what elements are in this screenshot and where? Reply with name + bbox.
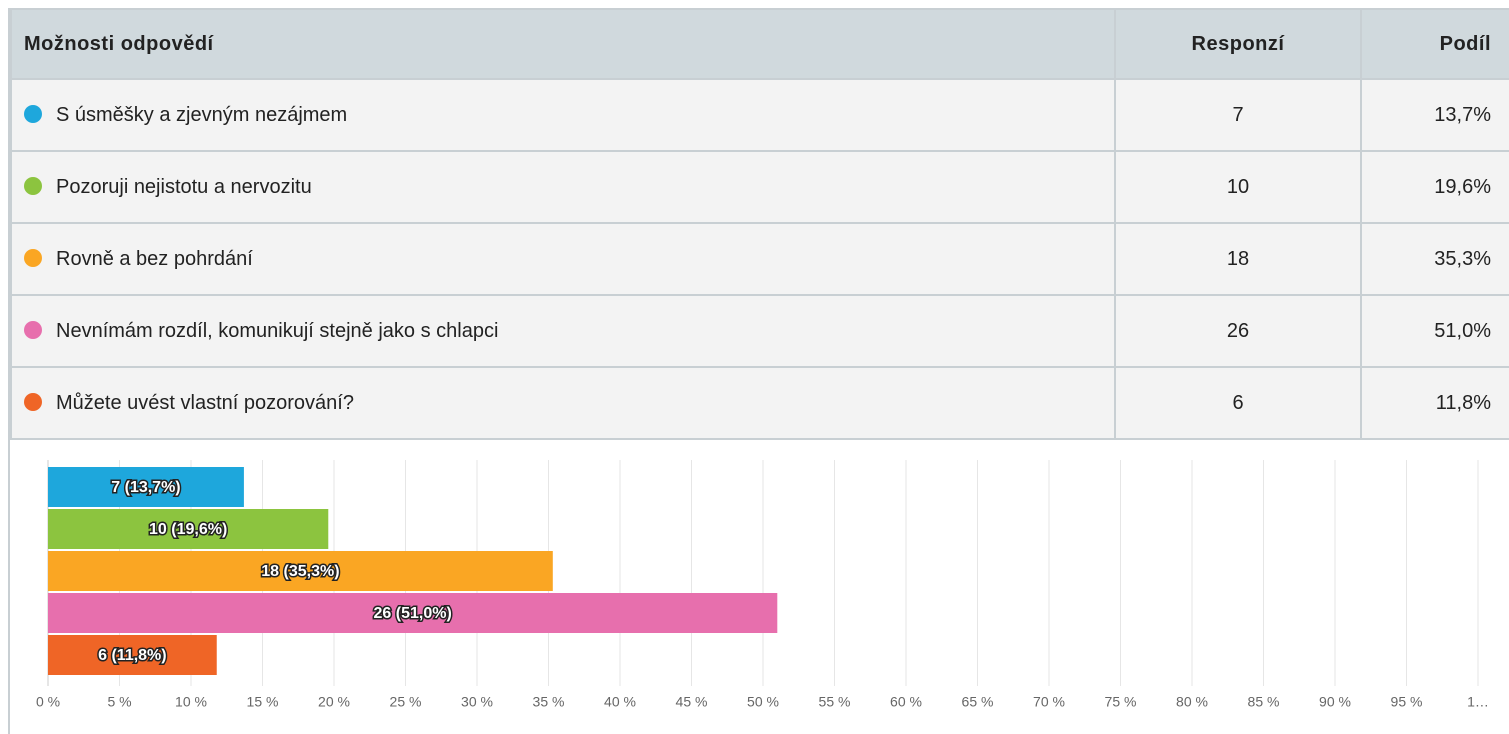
- x-tick-label: 90 %: [1319, 694, 1351, 710]
- table-cell: 35,3%: [1360, 222, 1509, 296]
- table-cell: Pozoruji nejistotu a nervozitu: [10, 150, 1116, 224]
- table-cell: 18: [1114, 222, 1362, 296]
- cell-text: 13,7%: [1434, 103, 1491, 126]
- x-tick-label: 75 %: [1105, 694, 1137, 710]
- x-tick-label: 50 %: [747, 694, 779, 710]
- x-tick-label: 45 %: [676, 694, 708, 710]
- x-tick-label: 55 %: [819, 694, 851, 710]
- table-cell: 19,6%: [1360, 150, 1509, 224]
- table-row: Rovně a bez pohrdání 18 35,3%: [10, 222, 1509, 296]
- cell-text: Nevnímám rozdíl, komunikují stejně jako …: [56, 319, 499, 342]
- cell-text: 51,0%: [1434, 319, 1491, 342]
- table-cell: Rovně a bez pohrdání: [10, 222, 1116, 296]
- x-tick-label: 65 %: [962, 694, 994, 710]
- legend-dot: [24, 176, 42, 195]
- x-tick-label: 80 %: [1176, 694, 1208, 710]
- value-label: 7 (13,7%): [111, 479, 180, 496]
- cell-text: 19,6%: [1434, 175, 1491, 198]
- results-table: Možnosti odpovědí Responzí Podíl S úsměšky …: [10, 8, 1509, 440]
- x-tick-label: 10 %: [175, 694, 207, 710]
- header-cell: Podíl: [1360, 8, 1509, 80]
- x-tick-label: 20 %: [318, 694, 350, 710]
- table-row: Můžete uvést vlastní pozorování? 6 11,8%: [10, 366, 1509, 440]
- x-tick-label: 5 %: [107, 694, 131, 710]
- header-row: Možnosti odpovědí Responzí Podíl: [10, 8, 1509, 80]
- value-label: 6 (11,8%): [98, 647, 166, 664]
- header-cell: Responzí: [1114, 8, 1362, 80]
- x-tick-label: 1…: [1467, 694, 1489, 710]
- cell-text: 6: [1232, 391, 1244, 414]
- cell-text: 18: [1226, 247, 1250, 270]
- bar: [48, 509, 329, 549]
- results-panel: Možnosti odpovědí Responzí Podíl S úsměšky …: [8, 8, 1509, 734]
- x-tick-label: 70 %: [1033, 694, 1065, 710]
- bar: [48, 467, 244, 507]
- cell-text: 7: [1232, 103, 1244, 126]
- table-cell: 51,0%: [1360, 294, 1509, 368]
- legend-dot: [24, 248, 42, 267]
- value-label: 18 (35,3%): [261, 563, 339, 580]
- table-cell: S úsměšky a zjevným nezájmem: [10, 78, 1116, 152]
- table-row: Pozoruji nejistotu a nervozitu 10 19,6%: [10, 150, 1509, 224]
- x-tick-label: 95 %: [1391, 694, 1423, 710]
- table-cell: 10: [1114, 150, 1362, 224]
- cell-text: 11,8%: [1435, 391, 1491, 414]
- table-cell: 26: [1114, 294, 1362, 368]
- bar: [48, 593, 778, 633]
- table-cell: 6: [1114, 366, 1362, 440]
- x-tick-label: 40 %: [604, 694, 636, 710]
- table-row: S úsměšky a zjevným nezájmem 7 13,7%: [10, 78, 1509, 152]
- table-row: Nevnímám rozdíl, komunikují stejně jako …: [10, 294, 1509, 368]
- value-label: 26 (51,0%): [374, 605, 452, 622]
- legend-dot: [24, 104, 42, 123]
- cell-text: Rovně a bez pohrdání: [56, 247, 253, 270]
- value-label: 10 (19,6%): [149, 521, 227, 538]
- x-tick-label: 85 %: [1248, 694, 1280, 710]
- x-tick-label: 30 %: [461, 694, 493, 710]
- table-cell: 7: [1114, 78, 1362, 152]
- table-body: S úsměšky a zjevným nezájmem 7 13,7% Pozoru…: [10, 78, 1509, 440]
- cell-text: 35,3%: [1434, 247, 1491, 270]
- chart: 0 % 5 % 10 % 15 % 20 % 25 % 30 % 35 % 40 % 45 % 50…: [36, 460, 1489, 710]
- table-cell: 11,8%: [1360, 366, 1509, 440]
- x-tick-label: 15 %: [247, 694, 279, 710]
- x-tick-label: 25 %: [390, 694, 422, 710]
- legend-dot: [24, 320, 42, 339]
- x-tick-label: 35 %: [533, 694, 565, 710]
- table-cell: Nevnímám rozdíl, komunikují stejně jako …: [10, 294, 1116, 368]
- bar: [48, 635, 217, 675]
- cell-text: Pozoruji nejistotu a nervozitu: [56, 175, 312, 198]
- x-tick-label: 60 %: [890, 694, 922, 710]
- table-cell: 13,7%: [1360, 78, 1509, 152]
- cell-text: S úsměšky a zjevným nezájmem: [56, 103, 348, 126]
- cell-text: 10: [1226, 175, 1250, 198]
- header-cell: Možnosti odpovědí: [10, 8, 1116, 80]
- table-cell: Můžete uvést vlastní pozorování?: [10, 366, 1116, 440]
- x-tick-label: 0 %: [36, 694, 60, 710]
- cell-text: Můžete uvést vlastní pozorování?: [56, 391, 354, 414]
- cell-text: 26: [1226, 319, 1250, 342]
- legend-dot: [24, 392, 42, 411]
- bar: [48, 551, 553, 591]
